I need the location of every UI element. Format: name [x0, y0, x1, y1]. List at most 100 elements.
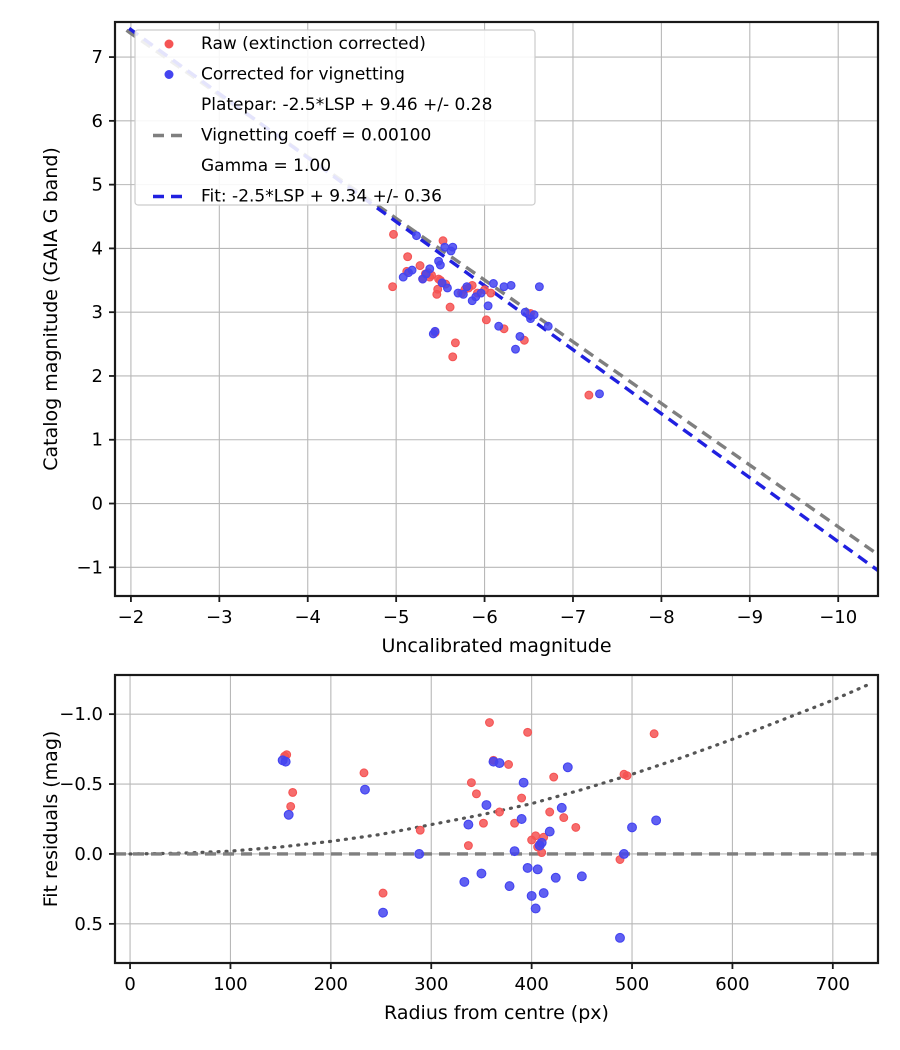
- xtick-label-7: 700: [816, 974, 850, 995]
- data-point: [414, 848, 425, 859]
- data-point: [388, 282, 398, 292]
- data-point: [481, 315, 491, 325]
- ytick-label-8: 7: [92, 47, 103, 68]
- data-point: [516, 814, 527, 824]
- xaxis-title-fit-residuals: Radius from centre (px): [384, 1002, 609, 1024]
- ytick-label-2: −0.5: [59, 774, 103, 795]
- ytick-label-7: 6: [92, 111, 103, 132]
- data-point: [486, 288, 496, 298]
- data-point: [463, 841, 473, 851]
- legend: Raw (extinction corrected) Corrected for …: [134, 29, 536, 207]
- data-point: [627, 822, 637, 833]
- data-point: [562, 762, 573, 773]
- xtick-label-1: −3: [206, 607, 233, 628]
- data-point: [531, 831, 541, 841]
- ytick-label-4: 3: [92, 302, 103, 323]
- xtick-label-5: −7: [560, 607, 587, 628]
- data-point: [509, 846, 520, 857]
- data-point: [550, 872, 561, 883]
- data-point: [530, 903, 541, 914]
- data-point: [407, 265, 417, 275]
- ytick-label-5: 4: [92, 238, 103, 259]
- data-point: [504, 760, 513, 769]
- axes-frame-photometric-calibration: [113, 20, 880, 598]
- data-point: [615, 932, 625, 943]
- data-point: [378, 888, 388, 898]
- xtick-label-5: 500: [615, 974, 649, 995]
- xtick-label-1: 100: [213, 974, 247, 995]
- data-point: [415, 261, 425, 271]
- data-point: [471, 789, 481, 799]
- data-point: [556, 802, 567, 813]
- data-point: [476, 868, 487, 879]
- data-point: [520, 307, 530, 317]
- xtick-label-0: −2: [118, 607, 145, 628]
- data-point: [576, 871, 587, 882]
- data-point: [476, 288, 486, 298]
- ytick-label-2: 1: [92, 430, 103, 451]
- data-point: [442, 283, 452, 293]
- data-point: [378, 907, 388, 918]
- data-point: [495, 807, 504, 817]
- curve-vignetting-curve: [128, 683, 870, 856]
- data-point: [450, 338, 460, 348]
- data-point: [595, 389, 604, 399]
- data-point: [283, 809, 294, 820]
- data-point: [437, 278, 447, 288]
- data-layer-fit-residuals: [115, 683, 878, 943]
- data-point: [488, 279, 498, 288]
- yaxis-title-photometric-calibration: Catalog magnitude (GAIA G band): [40, 147, 62, 471]
- legend-marker-dot-0: [164, 39, 174, 49]
- data-point: [288, 787, 298, 797]
- data-point: [619, 848, 629, 859]
- data-point: [458, 289, 468, 299]
- xaxis-title-photometric-calibration: Uncalibrated magnitude: [381, 635, 611, 657]
- series-corrected-for-vignetting: [277, 755, 662, 943]
- series-corrected-for-vignetting: [398, 231, 604, 399]
- xtick-label-8: −10: [819, 607, 857, 628]
- data-point: [389, 229, 398, 239]
- data-point: [359, 768, 369, 778]
- data-point: [559, 813, 569, 823]
- xtick-label-2: 200: [314, 974, 348, 995]
- data-point: [504, 881, 515, 892]
- data-point: [510, 818, 520, 828]
- data-point: [479, 818, 488, 828]
- data-point: [499, 282, 509, 292]
- legend-label-2: Platepar: -2.5*LSP + 9.46 +/- 0.28: [201, 95, 492, 115]
- data-point: [463, 819, 474, 830]
- legend-box: [134, 29, 536, 206]
- data-point: [571, 822, 581, 832]
- data-point: [459, 876, 470, 887]
- xtick-label-4: −6: [471, 607, 498, 628]
- data-point: [544, 826, 555, 837]
- data-point: [515, 331, 525, 341]
- xtick-label-3: 300: [414, 974, 448, 995]
- xtick-label-6: 600: [715, 974, 749, 995]
- data-point: [448, 352, 458, 362]
- ytick-label-1: 0.0: [74, 844, 103, 865]
- data-point: [506, 280, 516, 290]
- data-point: [538, 888, 549, 899]
- data-point: [511, 344, 520, 354]
- data-point: [430, 326, 440, 336]
- legend-marker-dot-1: [164, 70, 174, 79]
- data-point: [280, 756, 291, 767]
- data-point: [622, 771, 632, 781]
- data-point: [483, 301, 493, 311]
- data-point: [532, 864, 543, 875]
- data-point: [403, 252, 413, 262]
- data-point: [534, 282, 544, 292]
- xtick-label-6: −8: [648, 607, 675, 628]
- data-point: [518, 777, 529, 788]
- gridlines-fit-residuals: [115, 675, 878, 963]
- data-point: [517, 793, 527, 803]
- data-point: [286, 801, 296, 811]
- xtick-label-7: −9: [737, 607, 764, 628]
- data-point: [523, 727, 533, 737]
- data-point: [433, 284, 443, 294]
- legend-label-0: Raw (extinction corrected): [201, 34, 426, 54]
- data-point: [545, 807, 555, 817]
